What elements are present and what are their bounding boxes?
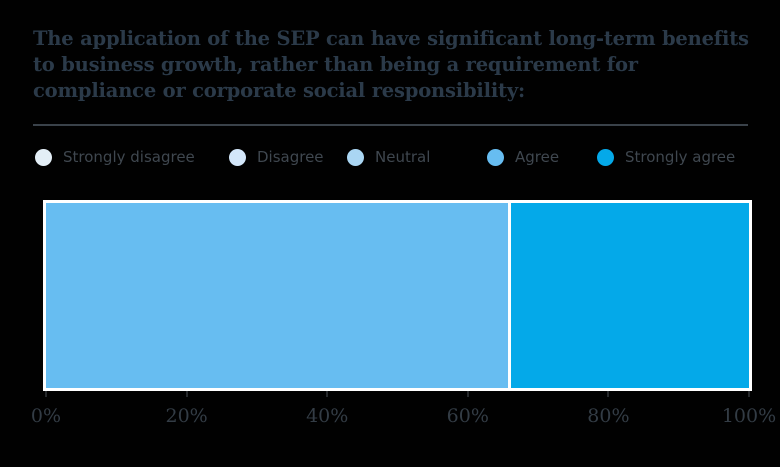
legend-label: Disagree [257,148,324,166]
legend-label: Agree [515,148,560,166]
legend-item-disagree: Disagree [229,148,324,166]
x-axis-tick [45,391,47,397]
x-axis-tick-label: 20% [165,405,208,427]
x-axis-tick [748,391,750,397]
legend-item-strongly-agree: Strongly agree [597,148,735,166]
x-axis-tick [467,391,469,397]
x-axis-tick-label: 80% [587,405,630,427]
x-axis: 0% 20% 40% 60% 80% 100% [31,391,776,446]
legend-swatch-icon [487,148,504,166]
stacked-bar [46,203,749,388]
legend-item-strongly-disagree: Strongly disagree [35,148,195,166]
legend-swatch-icon [35,148,52,166]
legend: Strongly disagree Disagree Neutral Agree Str… [0,148,780,172]
x-axis-tick-label: 40% [306,405,349,427]
title-divider [33,124,748,126]
x-axis-tick-label: 0% [30,405,62,427]
x-axis-tick-label: 100% [721,405,777,427]
chart-title: The application of the SEP can have sign… [33,27,749,102]
legend-item-neutral: Neutral [347,148,430,166]
legend-label: Neutral [375,148,431,166]
legend-label: Strongly agree [625,148,736,166]
x-axis-tick [326,391,328,397]
x-axis-tick [186,391,188,397]
legend-swatch-icon [229,148,246,166]
bar-segment-strongly-agree [511,203,749,388]
bar-segment-agree [46,203,508,388]
legend-label: Strongly disagree [63,148,195,166]
legend-swatch-icon [347,148,364,166]
legend-swatch-icon [597,148,614,166]
stacked-bar-chart [43,200,752,391]
legend-item-agree: Agree [487,148,559,166]
x-axis-tick-label: 60% [446,405,489,427]
x-axis-tick [607,391,609,397]
